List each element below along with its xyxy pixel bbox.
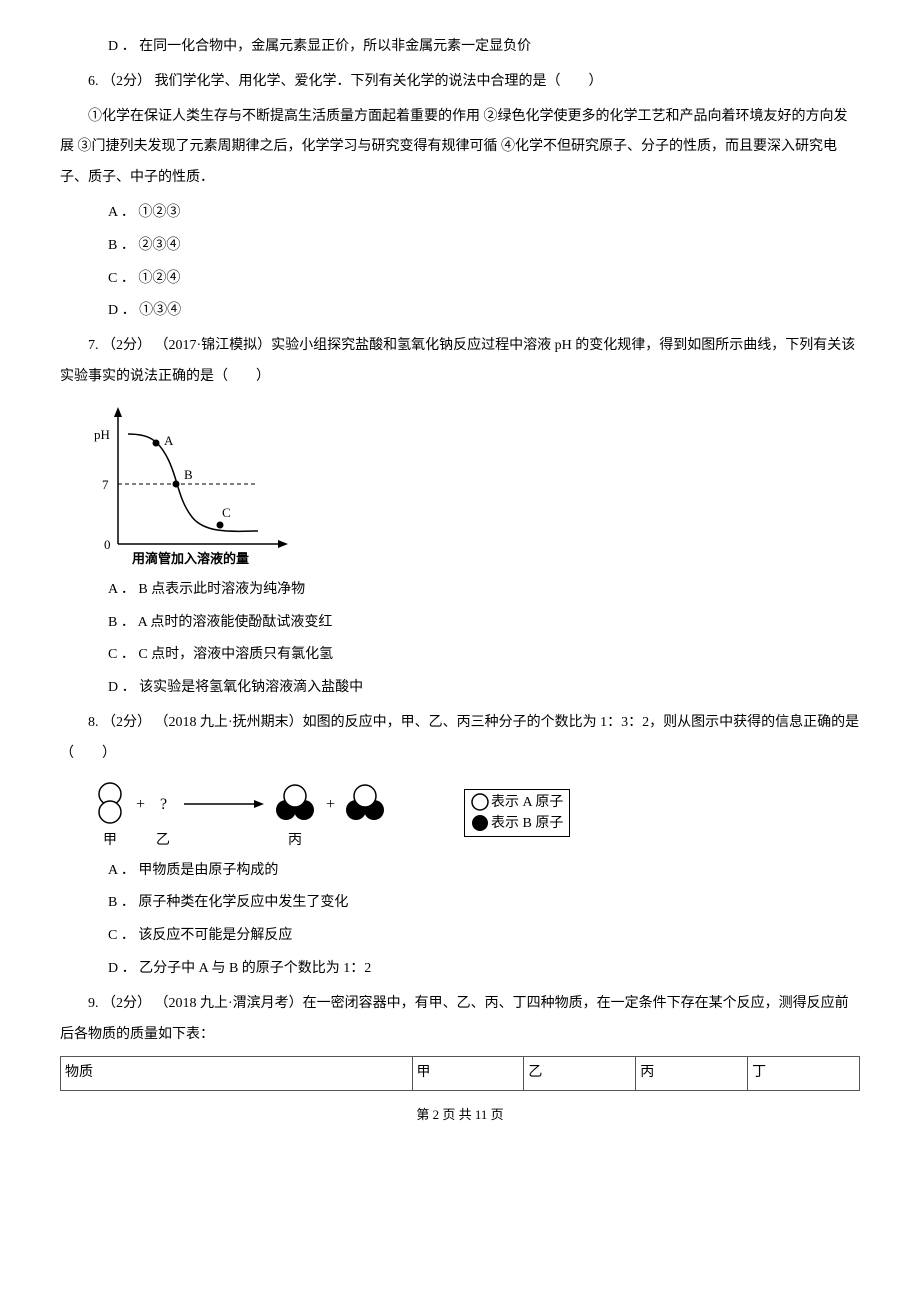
page-footer: 第 2 页 共 11 页 — [60, 1101, 860, 1130]
svg-text:C: C — [222, 505, 231, 520]
q8-option-a: A ． 甲物质是由原子构成的 — [60, 856, 860, 887]
q8-reaction-diagram: 甲 + ? 乙 丙 + 表示 A 原子 表示 B 原子 — [88, 776, 860, 850]
q8-option-b: B ． 原子种类在化学反应中发生了变化 — [60, 888, 860, 919]
q8-stem: 8. （2分） （2018 九上·抚州期末）如图的反应中，甲、乙、丙三种分子的个… — [60, 708, 860, 770]
q7-option-a: A ． B 点表示此时溶液为纯净物 — [60, 575, 860, 606]
svg-text:7: 7 — [102, 477, 109, 492]
q8-legend: 表示 A 原子 表示 B 原子 — [464, 789, 570, 837]
svg-text:?: ? — [160, 796, 167, 813]
q7-option-b: B ． A 点时的溶液能使酚酞试液变红 — [60, 608, 860, 639]
q9-table-col4: 丁 — [748, 1057, 860, 1091]
svg-text:用滴管加入溶液的量: 用滴管加入溶液的量 — [131, 551, 249, 566]
q6-option-d: D ． ①③④ — [60, 296, 860, 327]
q9-table-col3: 丙 — [636, 1057, 748, 1091]
q5-option-d: D ． 在同一化合物中，金属元素显正价，所以非金属元素一定显负价 — [60, 32, 860, 63]
svg-text:乙: 乙 — [156, 832, 170, 848]
q8-legend-b: 表示 B 原子 — [491, 813, 563, 834]
q8-legend-a: 表示 A 原子 — [491, 792, 563, 813]
q7-ph-graph: pH 7 0 A B C 用滴管加入溶液的量 — [88, 399, 860, 569]
svg-text:B: B — [184, 467, 193, 482]
svg-text:丙: 丙 — [288, 833, 302, 848]
q6-stem: 6. （2分） 我们学化学、用化学、爱化学．下列有关化学的说法中合理的是（ ） — [60, 67, 860, 98]
q6-context: ①化学在保证人类生存与不断提高生活质量方面起着重要的作用 ②绿色化学使更多的化学… — [60, 102, 860, 194]
svg-text:+: + — [136, 796, 145, 813]
svg-text:A: A — [164, 433, 174, 448]
q8-option-d: D ． 乙分子中 A 与 B 的原子个数比为 1：2 — [60, 954, 860, 985]
q9-table-col1: 甲 — [412, 1057, 524, 1091]
q6-option-c: C ． ①②④ — [60, 264, 860, 295]
q8-option-c: C ． 该反应不可能是分解反应 — [60, 921, 860, 952]
table-row: 物质 甲 乙 丙 丁 — [61, 1057, 860, 1091]
q9-table-col0: 物质 — [61, 1057, 413, 1091]
q9-table: 物质 甲 乙 丙 丁 — [60, 1056, 860, 1091]
svg-text:甲: 甲 — [103, 833, 117, 848]
q6-option-b: B ． ②③④ — [60, 231, 860, 262]
q7-option-c: C ． C 点时，溶液中溶质只有氯化氢 — [60, 640, 860, 671]
svg-text:pH: pH — [94, 427, 110, 442]
q9-table-col2: 乙 — [524, 1057, 636, 1091]
q7-stem: 7. （2分） （2017·锦江模拟）实验小组探究盐酸和氢氧化钠反应过程中溶液 … — [60, 331, 860, 393]
svg-text:+: + — [326, 796, 335, 813]
q7-option-d: D ． 该实验是将氢氧化钠溶液滴入盐酸中 — [60, 673, 860, 704]
svg-text:0: 0 — [104, 537, 111, 552]
q9-stem: 9. （2分） （2018 九上·渭滨月考）在一密闭容器中，有甲、乙、丙、丁四种… — [60, 989, 860, 1051]
q6-option-a: A ． ①②③ — [60, 198, 860, 229]
